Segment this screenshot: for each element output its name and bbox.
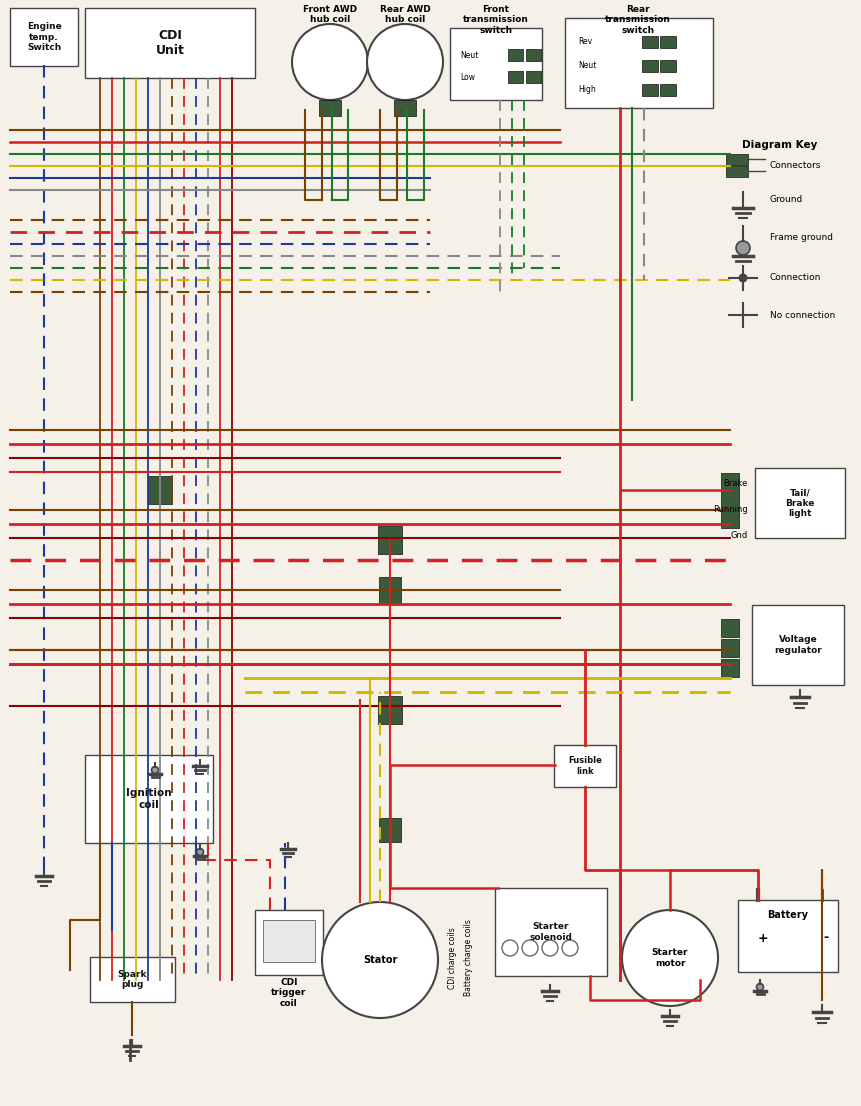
Circle shape [502, 940, 518, 956]
Text: Rear AWD
hub coil: Rear AWD hub coil [380, 6, 430, 24]
Bar [642, 36, 658, 48]
Text: Starter
solenoid: Starter solenoid [530, 922, 573, 941]
Text: Front
transmission
switch: Front transmission switch [463, 6, 529, 34]
Bar [565, 18, 713, 108]
Text: CDI
Unit: CDI Unit [156, 29, 184, 58]
Text: No connection: No connection [770, 311, 835, 320]
Bar [752, 605, 844, 685]
Circle shape [739, 273, 747, 282]
Text: Neut: Neut [578, 62, 597, 71]
Text: CDI charge coils: CDI charge coils [448, 927, 457, 989]
Bar [148, 476, 172, 504]
Bar [726, 166, 748, 177]
Bar [642, 84, 658, 96]
Bar [255, 910, 323, 975]
Text: Frame ground: Frame ground [770, 233, 833, 242]
Bar [738, 900, 838, 972]
Text: Diagram Key: Diagram Key [742, 140, 818, 150]
Text: Tail/
Brake
light: Tail/ Brake light [785, 488, 815, 518]
Bar [495, 888, 607, 975]
Text: Running: Running [713, 505, 748, 514]
Bar [394, 100, 416, 116]
Bar [90, 957, 175, 1002]
Text: Connection: Connection [770, 273, 821, 282]
Text: Voltage
regulator: Voltage regulator [774, 635, 822, 655]
Text: -: - [823, 931, 828, 945]
Text: Engine
temp.
Switch: Engine temp. Switch [27, 22, 61, 52]
Bar [379, 818, 401, 842]
Text: Brake: Brake [723, 479, 748, 488]
Text: Ignition
coil: Ignition coil [127, 789, 172, 810]
Bar [525, 49, 541, 61]
Circle shape [757, 983, 764, 991]
Bar [507, 49, 523, 61]
Text: Spark
plug: Spark plug [118, 970, 147, 989]
Text: Ground: Ground [770, 196, 803, 205]
Bar [319, 100, 341, 116]
Bar [554, 745, 616, 787]
Bar [525, 71, 541, 83]
Text: Front AWD
hub coil: Front AWD hub coil [303, 6, 357, 24]
Circle shape [196, 848, 203, 856]
Circle shape [292, 24, 368, 100]
Text: Fusible
link: Fusible link [568, 757, 602, 775]
Bar [721, 659, 739, 677]
Bar [660, 60, 676, 72]
Circle shape [622, 910, 718, 1006]
Bar [10, 8, 78, 66]
Text: Low: Low [460, 73, 475, 82]
Text: Neut: Neut [460, 51, 479, 60]
Bar [726, 154, 748, 165]
Text: High: High [578, 85, 596, 94]
Text: Battery: Battery [767, 910, 808, 920]
Text: Gnd: Gnd [731, 531, 748, 540]
Circle shape [522, 940, 538, 956]
Text: Stator: Stator [362, 954, 397, 966]
Bar [263, 920, 315, 962]
Bar [379, 577, 401, 603]
Text: CDI
trigger
coil: CDI trigger coil [271, 978, 307, 1008]
Text: Rear
transmission
switch: Rear transmission switch [605, 6, 671, 34]
Circle shape [562, 940, 578, 956]
Bar [85, 755, 213, 843]
Text: Battery charge coils: Battery charge coils [464, 919, 473, 997]
Bar [721, 472, 739, 528]
Bar [450, 28, 542, 100]
Text: Starter
motor: Starter motor [652, 948, 688, 968]
Text: Rev: Rev [578, 38, 592, 46]
Bar [85, 8, 255, 79]
Bar [642, 60, 658, 72]
Bar [721, 619, 739, 637]
Bar [721, 639, 739, 657]
Circle shape [736, 241, 750, 255]
Text: +: + [758, 931, 769, 945]
Bar [378, 526, 402, 554]
Text: Connectors: Connectors [770, 160, 821, 169]
Circle shape [542, 940, 558, 956]
Bar [507, 71, 523, 83]
Circle shape [152, 766, 158, 773]
Bar [660, 84, 676, 96]
Bar [378, 696, 402, 724]
Circle shape [367, 24, 443, 100]
Circle shape [322, 902, 438, 1018]
Bar [755, 468, 845, 538]
Bar [660, 36, 676, 48]
